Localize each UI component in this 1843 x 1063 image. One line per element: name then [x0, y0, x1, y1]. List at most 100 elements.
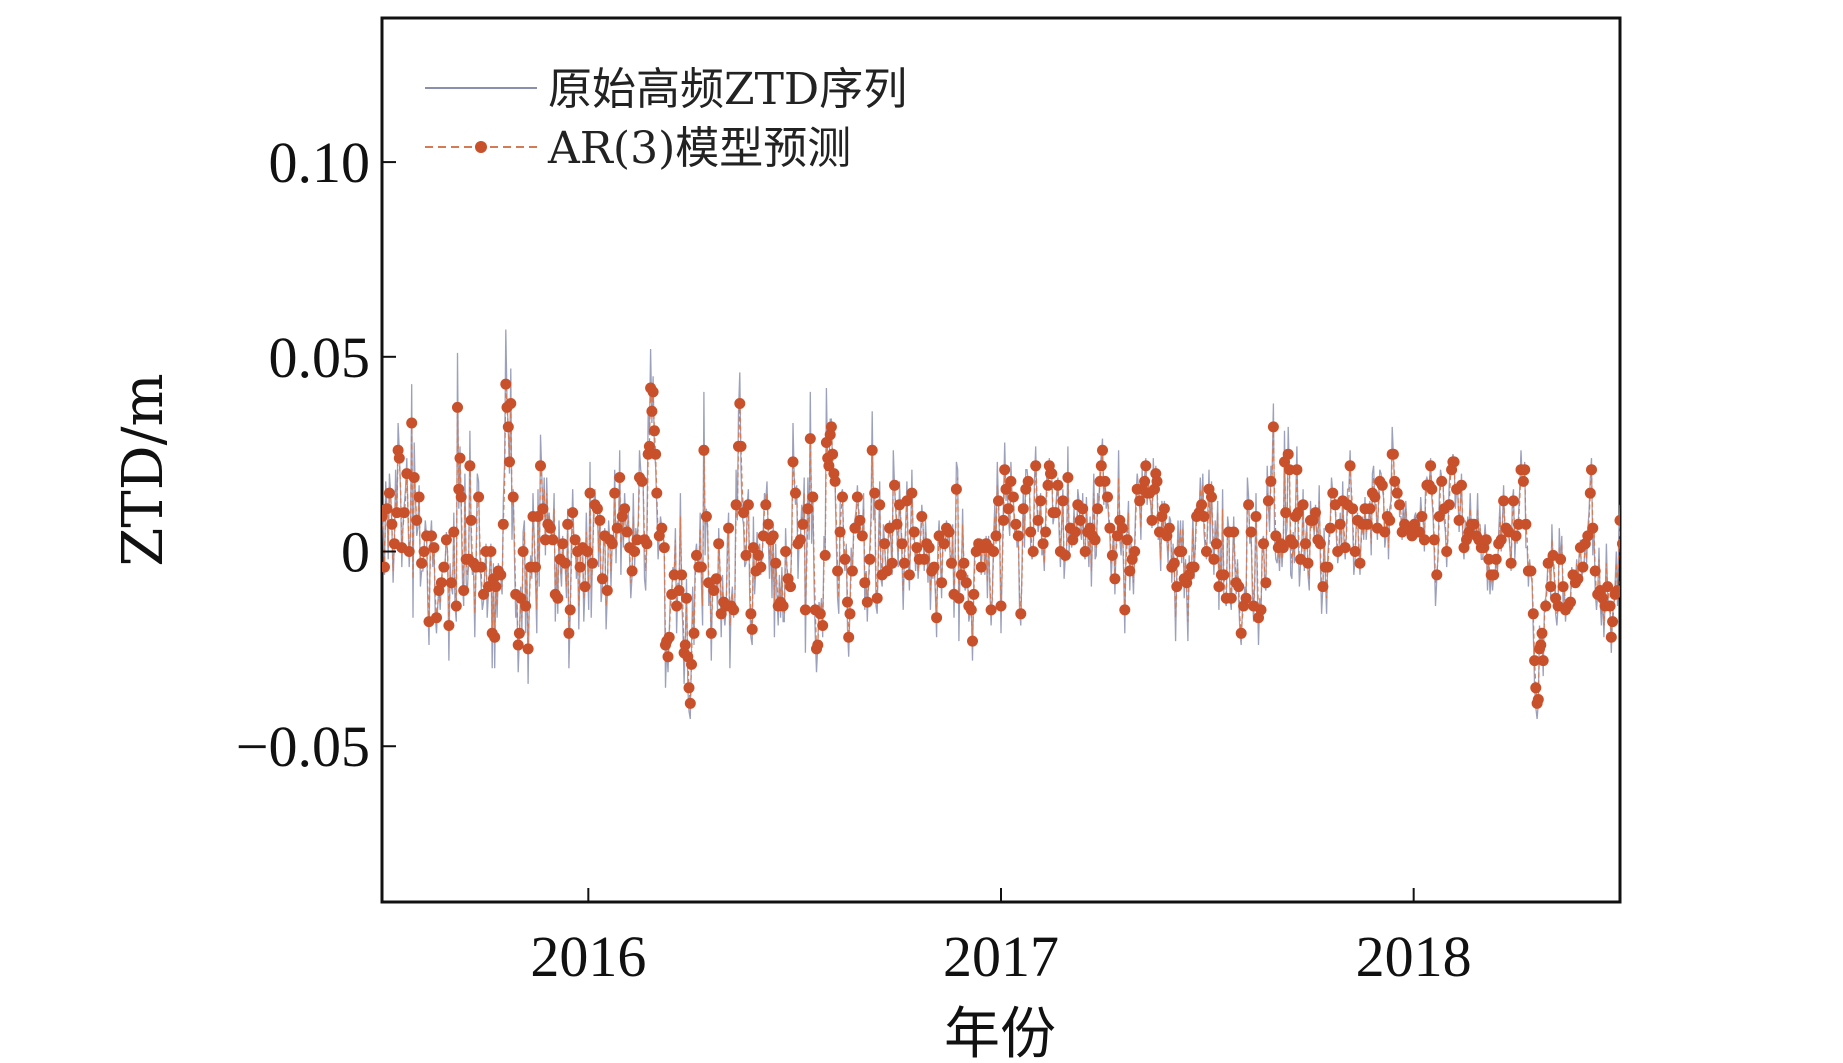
ar3-point — [1317, 581, 1329, 593]
ar3-point — [1344, 460, 1356, 472]
ar3-point — [735, 440, 747, 452]
ar3-point — [901, 495, 913, 507]
ar3-point — [1612, 585, 1620, 596]
ar3-point — [587, 557, 598, 569]
series-line-ar3-prediction — [382, 384, 1620, 704]
ar3-point — [411, 514, 423, 526]
ar3-point — [710, 573, 722, 585]
ar3-point — [1005, 475, 1017, 487]
ar3-point — [574, 561, 586, 573]
ar3-point — [790, 487, 801, 499]
ar3-point — [1818, 530, 1829, 541]
ar3-point — [869, 487, 881, 499]
ar3-point — [1292, 507, 1304, 519]
ar3-point — [1780, 546, 1791, 557]
ar3-point — [662, 651, 674, 663]
ar3-point — [762, 518, 774, 530]
ar3-point — [723, 522, 735, 534]
ar3-point — [1277, 542, 1289, 554]
ar3-point — [530, 561, 541, 573]
ar3-point — [965, 604, 977, 616]
ar3-point — [535, 460, 546, 472]
ar3-point — [435, 577, 447, 589]
ar3-point — [1793, 425, 1804, 436]
ar3-point — [647, 386, 659, 398]
ar3-point — [1714, 527, 1725, 538]
ar3-point — [636, 475, 648, 487]
ar3-point — [1684, 534, 1695, 545]
ar3-point — [1310, 507, 1321, 519]
ar3-point — [839, 553, 851, 565]
ar3-point — [1827, 488, 1838, 499]
ar3-point — [1196, 499, 1208, 511]
ar3-point — [658, 542, 670, 554]
ar3-point — [1763, 414, 1774, 425]
ar3-point — [918, 553, 930, 565]
ar3-point — [695, 561, 707, 573]
ar3-point — [1820, 511, 1831, 522]
ar3-point — [1069, 526, 1081, 538]
ar3-point — [859, 577, 871, 589]
ar3-point — [715, 608, 727, 620]
ar3-point — [1839, 464, 1843, 475]
ar3-point — [1267, 421, 1279, 433]
ar3-point — [495, 569, 507, 581]
ar3-point — [1102, 491, 1113, 503]
ar3-point — [1119, 604, 1131, 616]
ar3-point — [827, 448, 839, 460]
ar3-point — [817, 620, 829, 631]
ar3-point — [1418, 534, 1430, 546]
ar3-point — [1815, 577, 1826, 588]
ar3-point — [386, 518, 398, 530]
ar3-point — [1736, 437, 1747, 448]
ar3-point — [1716, 534, 1727, 545]
ar3-point — [923, 542, 935, 554]
ar3-point — [844, 608, 856, 620]
ar3-point — [1240, 592, 1252, 604]
ar3-point — [903, 569, 915, 581]
ar3-point — [517, 546, 529, 557]
ar3-point — [1032, 514, 1044, 526]
ar3-point — [559, 557, 571, 569]
ar3-point — [1584, 487, 1596, 499]
ar3-point — [1302, 557, 1314, 569]
ar3-point — [684, 697, 696, 709]
ar3-point — [1696, 511, 1707, 522]
ar3-point — [812, 639, 824, 651]
ar3-point — [1829, 460, 1840, 471]
x-axis: 2016 2017 2018 — [530, 888, 1472, 989]
ar3-point — [1379, 526, 1391, 538]
ar3-point — [1794, 441, 1805, 452]
ar3-point — [557, 538, 569, 550]
ar3-point — [1163, 522, 1175, 534]
ar3-point — [1079, 546, 1091, 557]
ar3-point — [1201, 546, 1212, 557]
ar3-point — [1728, 562, 1739, 573]
ar3-point — [1176, 546, 1188, 557]
ar3-point — [1800, 597, 1811, 608]
ar3-point — [1557, 581, 1569, 593]
ar3-point — [1233, 581, 1245, 593]
ar3-point — [1792, 429, 1803, 440]
ar3-point — [1830, 449, 1841, 460]
ar3-point — [985, 604, 997, 616]
ar3-point — [656, 522, 668, 534]
ar3-point — [1652, 628, 1663, 639]
ar3-point — [1495, 534, 1507, 546]
ar3-point — [473, 491, 485, 503]
ar3-point — [1035, 495, 1047, 507]
ar3-point — [1783, 527, 1794, 538]
ar3-point — [1686, 566, 1697, 577]
ar3-point — [780, 546, 792, 557]
x-axis-title: 年份 — [944, 1002, 1056, 1063]
ar3-point — [1074, 514, 1086, 526]
ar3-point — [1835, 456, 1843, 467]
ar3-point — [1735, 449, 1746, 460]
ar3-point — [787, 456, 799, 468]
ar3-point — [698, 444, 710, 456]
ar3-point — [1059, 549, 1071, 561]
ar3-point — [1498, 495, 1510, 507]
ar3-point — [1837, 488, 1843, 499]
ar3-point — [1258, 538, 1269, 550]
ar3-point — [1602, 581, 1614, 593]
